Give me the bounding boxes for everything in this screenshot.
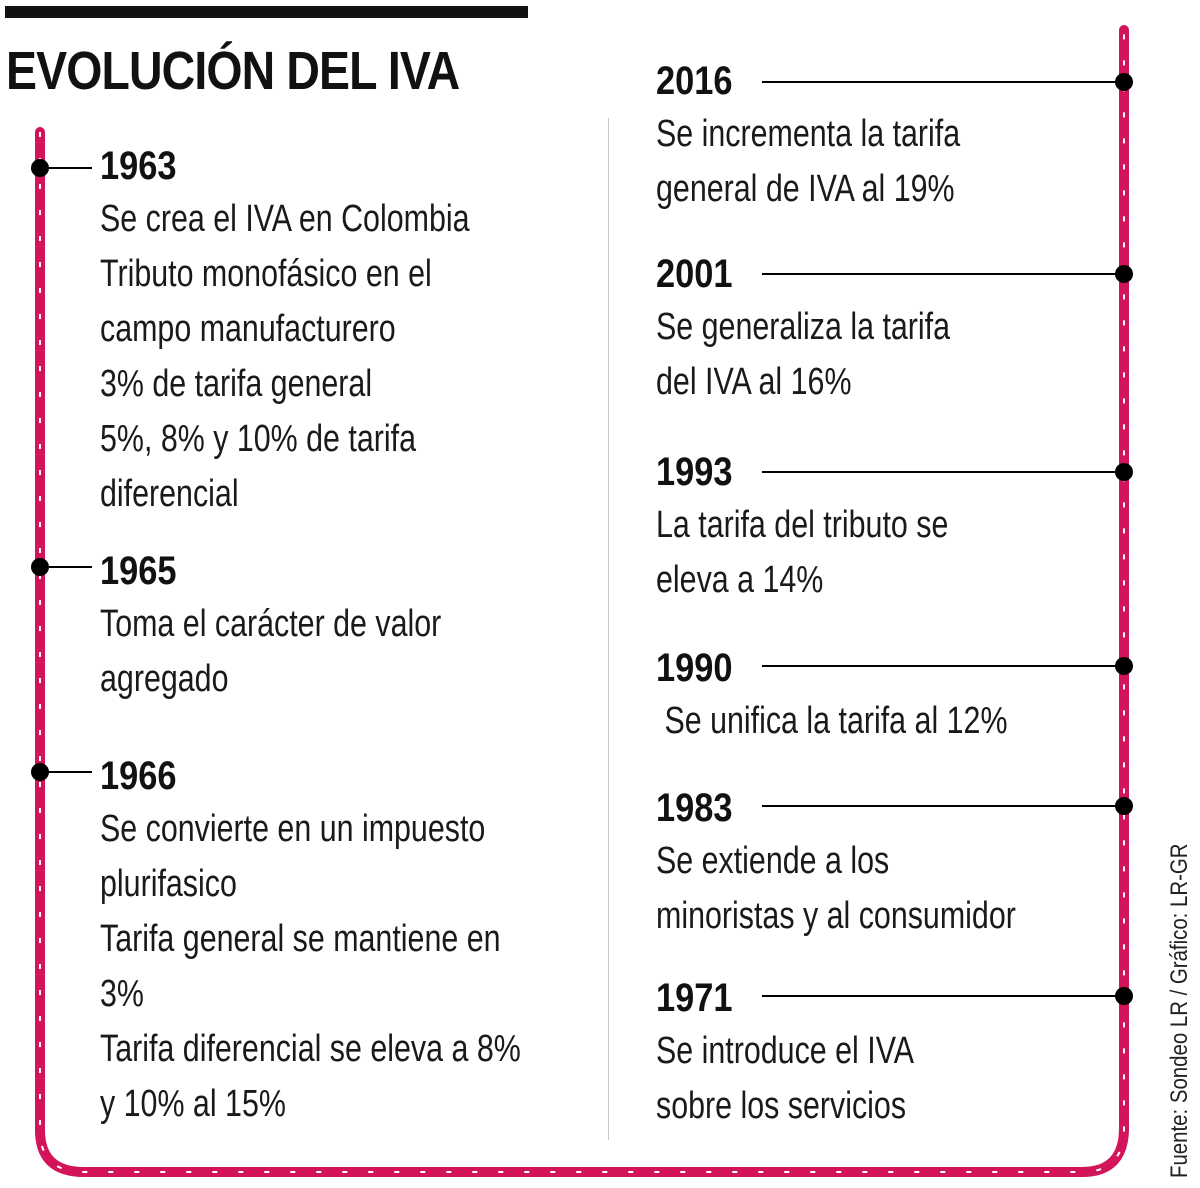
- event-line: 3%: [100, 973, 144, 1015]
- event-line: Se extiende a los: [656, 840, 890, 882]
- timeline-dot: [1115, 73, 1133, 91]
- timeline-dot: [31, 763, 49, 781]
- event-year: 1983: [656, 786, 733, 830]
- event-line: La tarifa del tributo se: [656, 504, 949, 546]
- event-2001: 2001 Se generaliza la tarifa del IVA al …: [656, 248, 1024, 410]
- event-line: general de IVA al 19%: [656, 168, 955, 210]
- event-1966: 1966 Se convierte en un impuesto plurifa…: [100, 750, 626, 1132]
- event-year: 1993: [656, 450, 733, 494]
- event-line: Se generaliza la tarifa: [656, 306, 951, 348]
- event-year: 1971: [656, 976, 733, 1020]
- timeline-dot: [31, 159, 49, 177]
- source-credit: Fuente: Sondeo LR / Gráfico: LR-GR: [1166, 843, 1193, 1178]
- event-line: Se unifica la tarifa al 12%: [656, 700, 1008, 742]
- event-line: Tributo monofásico en el: [100, 253, 432, 295]
- event-line: Toma el carácter de valor: [100, 603, 442, 645]
- page-title: EVOLUCIÓN DEL IVA: [6, 41, 460, 101]
- event-line: 3% de tarifa general: [100, 363, 373, 405]
- event-year: 1965: [100, 549, 177, 593]
- event-line: y 10% al 15%: [100, 1083, 286, 1125]
- event-1990: 1990 Se unifica la tarifa al 12%: [656, 642, 1095, 749]
- timeline-dot: [1115, 797, 1133, 815]
- event-1963: 1963 Se crea el IVA en Colombia Tributo …: [100, 140, 562, 522]
- event-1993: 1993 La tarifa del tributo se eleva a 14…: [656, 446, 1021, 608]
- event-line: Tarifa diferencial se eleva a 8%: [100, 1028, 521, 1070]
- event-line: del IVA al 16%: [656, 361, 852, 403]
- event-line: eleva a 14%: [656, 559, 824, 601]
- event-line: agregado: [100, 658, 229, 700]
- event-line: diferencial: [100, 473, 239, 515]
- event-1983: 1983 Se extiende a los minoristas y al c…: [656, 782, 1106, 944]
- event-1965: 1965 Toma el carácter de valor agregado: [100, 545, 527, 707]
- event-year: 1990: [656, 646, 733, 690]
- top-rule: [5, 6, 528, 18]
- timeline-dot: [1115, 657, 1133, 675]
- event-line: minoristas y al consumidor: [656, 895, 1016, 937]
- event-line: 5%, 8% y 10% de tarifa: [100, 418, 416, 460]
- timeline-dot: [1115, 987, 1133, 1005]
- timeline-track-ticks: [39, 30, 1125, 1173]
- timeline-dot: [31, 558, 49, 576]
- event-line: campo manufacturero: [100, 308, 396, 350]
- event-line: Se introduce el IVA: [656, 1030, 914, 1072]
- event-year: 2001: [656, 252, 733, 296]
- event-1971: 1971 Se introduce el IVA sobre los servi…: [656, 972, 978, 1134]
- event-line: Se incrementa la tarifa: [656, 113, 961, 155]
- event-line: sobre los servicios: [656, 1085, 907, 1127]
- event-line: Se convierte en un impuesto: [100, 808, 486, 850]
- timeline-dot: [1115, 265, 1133, 283]
- event-year: 1963: [100, 144, 177, 188]
- timeline-dot: [1115, 463, 1133, 481]
- column-divider: [608, 118, 609, 1140]
- event-year: 2016: [656, 59, 733, 103]
- event-line: plurifasico: [100, 863, 237, 905]
- event-year: 1966: [100, 754, 177, 798]
- event-line: Tarifa general se mantiene en: [100, 918, 501, 960]
- event-2016: 2016 Se incrementa la tarifa general de …: [656, 55, 1036, 217]
- event-line: Se crea el IVA en Colombia: [100, 198, 470, 240]
